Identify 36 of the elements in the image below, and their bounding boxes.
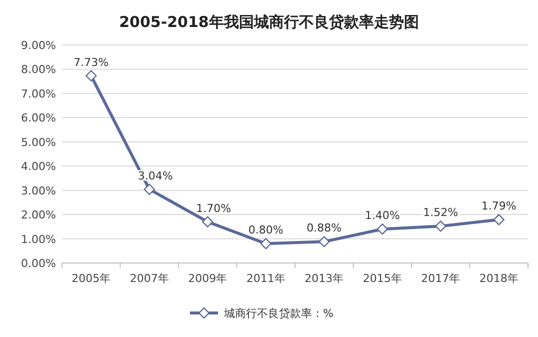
data-label: 1.79% (481, 200, 516, 213)
y-tick-label: 4.00% (21, 160, 56, 174)
point (260, 238, 272, 250)
point (376, 223, 388, 235)
x-tick-label: 2017年 (421, 272, 460, 285)
x-tick-label: 2013年 (304, 272, 344, 285)
data-label: 1.52% (423, 206, 458, 220)
data-label: 1.40% (364, 209, 400, 222)
data-label: 0.88% (306, 222, 342, 235)
data-label: 7.73% (74, 56, 109, 69)
y-tick-label: 7.00% (21, 87, 56, 100)
point (202, 216, 214, 228)
point (435, 220, 446, 232)
x-tick-label: 2015年 (362, 272, 402, 285)
x-tick-label: 2018年 (479, 272, 518, 285)
x-tick-label: 2005年 (72, 272, 111, 285)
data-label: 0.80% (248, 224, 284, 237)
y-tick-label: 2.00% (21, 208, 56, 222)
point (144, 184, 155, 195)
legend-label: 城商行不良贷款率：% (223, 307, 334, 320)
y-tick-label: 9.00% (21, 39, 56, 52)
data-label: 1.70% (196, 202, 232, 215)
point (493, 214, 504, 226)
x-tick-label: 2009年 (188, 272, 228, 285)
chart-title: 2005-2018年我国城商行不良贷款率走势图 (119, 13, 419, 31)
legend: 城商行不良贷款率：% (190, 307, 334, 320)
y-tick-label: 1.00% (21, 232, 56, 246)
y-tick-label: 8.00% (21, 63, 56, 76)
x-tick-label: 2011年 (246, 272, 286, 285)
y-tick-label: 0.00% (21, 257, 56, 270)
x-tick-label: 2007年 (130, 272, 169, 285)
y-tick-label: 3.00% (21, 184, 56, 198)
point (86, 70, 97, 82)
y-tick-label: 6.00% (21, 112, 56, 125)
y-tick-label: 5.00% (21, 136, 56, 149)
point (318, 236, 330, 248)
